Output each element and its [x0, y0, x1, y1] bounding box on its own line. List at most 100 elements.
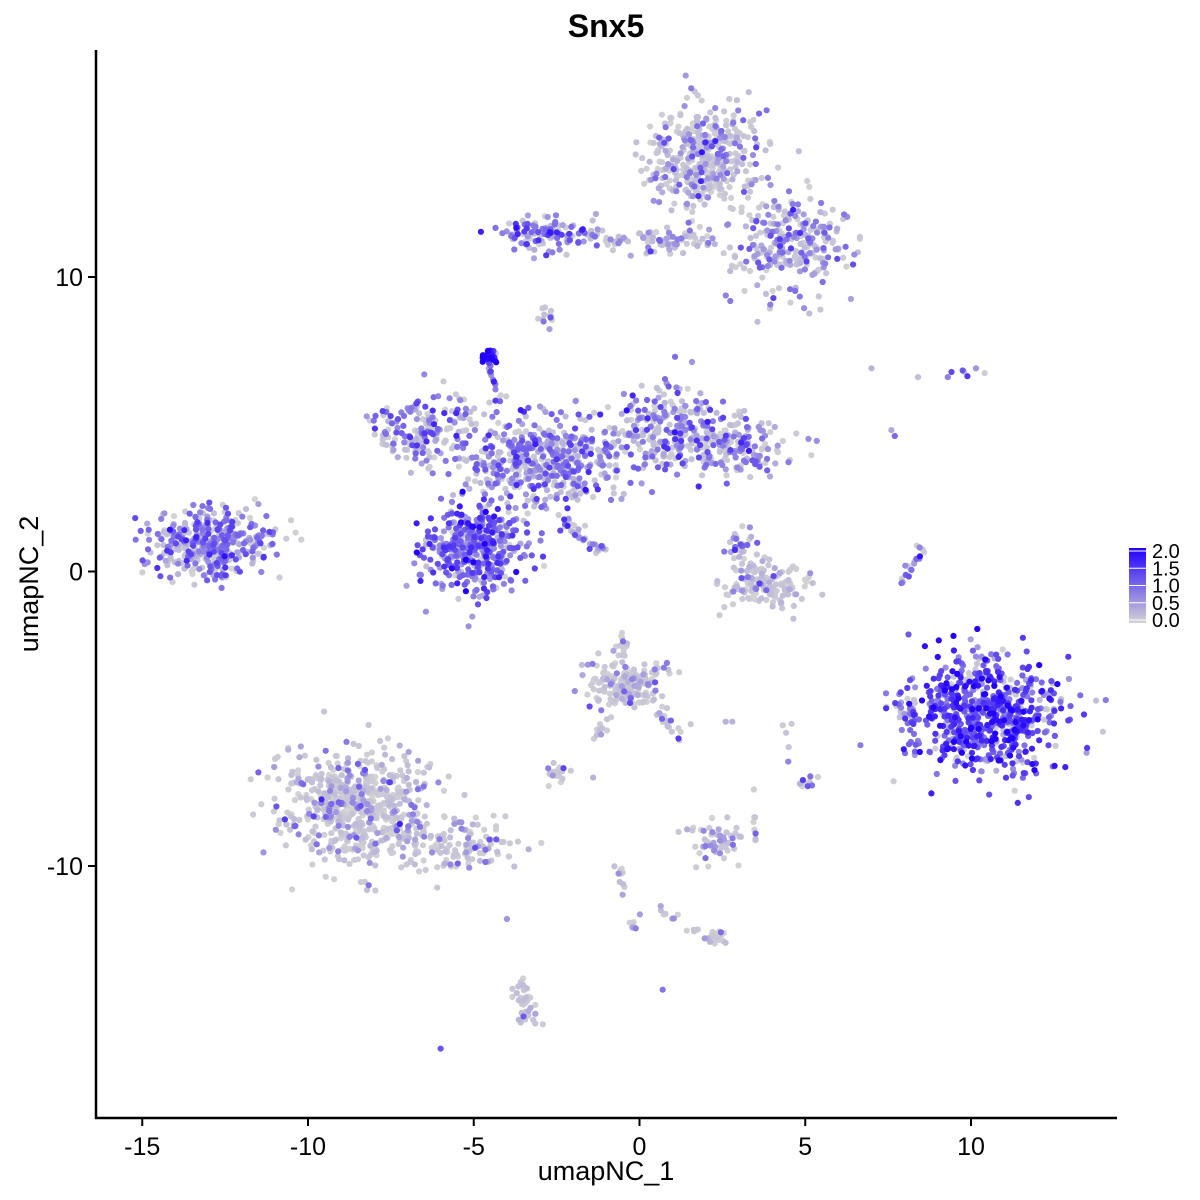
- cell-point: [700, 184, 707, 191]
- cell-point: [1083, 749, 1090, 756]
- cell-point: [950, 738, 958, 746]
- cell-point: [655, 185, 662, 192]
- cell-point: [767, 181, 774, 189]
- cell-point: [313, 756, 320, 763]
- cell-point: [431, 534, 438, 541]
- cell-point: [969, 766, 977, 774]
- cell-point: [662, 466, 669, 473]
- cell-point: [727, 421, 734, 429]
- cell-point: [683, 240, 690, 247]
- cell-point: [476, 849, 483, 857]
- cell-point: [697, 441, 704, 449]
- cell-point: [1011, 686, 1019, 693]
- cell-point: [658, 111, 666, 118]
- cell-point: [723, 591, 730, 598]
- cell-point: [758, 174, 765, 182]
- cell-point: [769, 287, 776, 294]
- cell-point: [662, 147, 669, 154]
- cell-point: [851, 251, 858, 258]
- cell-point: [679, 460, 686, 467]
- cell-point: [567, 442, 574, 449]
- cell-point: [511, 863, 518, 870]
- cell-point: [722, 432, 730, 439]
- cell-point: [1051, 762, 1058, 770]
- cell-point: [512, 460, 519, 467]
- cell-point: [974, 625, 981, 633]
- cell-point: [462, 481, 469, 488]
- cell-point: [823, 270, 830, 277]
- cell-point: [942, 664, 949, 671]
- cell-point: [296, 816, 303, 824]
- cell-point: [414, 768, 421, 776]
- cell-point: [223, 517, 230, 524]
- cell-point: [559, 222, 566, 229]
- cell-point: [607, 681, 614, 688]
- cell-point: [325, 794, 332, 801]
- cell-point: [962, 729, 969, 736]
- cell-point: [684, 385, 691, 392]
- cell-point: [652, 415, 659, 422]
- cell-point: [517, 407, 524, 414]
- cell-point: [574, 483, 581, 490]
- cell-point: [442, 437, 449, 444]
- cell-point: [525, 1008, 532, 1015]
- cell-point: [457, 397, 464, 404]
- cell-point: [539, 453, 547, 460]
- cell-point: [289, 886, 296, 893]
- cell-point: [714, 150, 721, 158]
- cell-point: [590, 774, 597, 781]
- cell-point: [944, 674, 951, 681]
- cell-point: [525, 475, 532, 482]
- cell-point: [161, 510, 168, 517]
- cell-point: [546, 464, 553, 471]
- cell-point: [640, 234, 647, 241]
- cell-point: [497, 543, 504, 550]
- cell-point: [488, 355, 495, 362]
- cell-point: [396, 820, 403, 828]
- cell-point: [626, 430, 633, 437]
- cell-point: [752, 176, 759, 184]
- cell-point: [532, 1001, 539, 1009]
- cell-point: [771, 258, 778, 265]
- cell-point: [763, 203, 770, 210]
- cell-point: [603, 727, 611, 734]
- cell-point: [649, 438, 657, 445]
- cell-point: [650, 139, 657, 147]
- cell-point: [668, 207, 675, 214]
- cell-point: [559, 775, 566, 782]
- cell-point: [883, 705, 890, 712]
- cell-point: [359, 809, 366, 816]
- cell-point: [748, 579, 755, 586]
- cell-point: [160, 529, 167, 536]
- cell-point: [1051, 732, 1058, 740]
- cell-point: [912, 741, 919, 748]
- cell-point: [587, 445, 595, 453]
- cell-point: [401, 796, 408, 803]
- cell-point: [275, 776, 282, 783]
- cell-point: [709, 418, 717, 425]
- cell-point: [441, 813, 448, 821]
- cell-point: [629, 392, 636, 399]
- cell-point: [480, 579, 488, 586]
- cell-point: [774, 442, 781, 449]
- cell-point: [394, 454, 401, 461]
- cell-point: [561, 516, 568, 523]
- cell-point: [524, 497, 531, 504]
- cell-point: [342, 788, 350, 795]
- cell-point: [687, 721, 694, 728]
- cell-point: [699, 235, 706, 242]
- cell-point: [185, 548, 192, 555]
- cell-point: [513, 990, 520, 997]
- cell-point: [463, 841, 470, 848]
- cell-point: [468, 420, 475, 428]
- cell-point: [388, 794, 395, 802]
- cell-point: [1007, 676, 1014, 683]
- cell-point: [335, 822, 342, 830]
- cell-point: [328, 783, 335, 790]
- cell-point: [619, 891, 626, 898]
- cell-point: [974, 755, 981, 762]
- cell-point: [727, 447, 734, 454]
- cell-point: [413, 400, 420, 407]
- cell-point: [205, 530, 212, 538]
- cell-point: [405, 748, 412, 756]
